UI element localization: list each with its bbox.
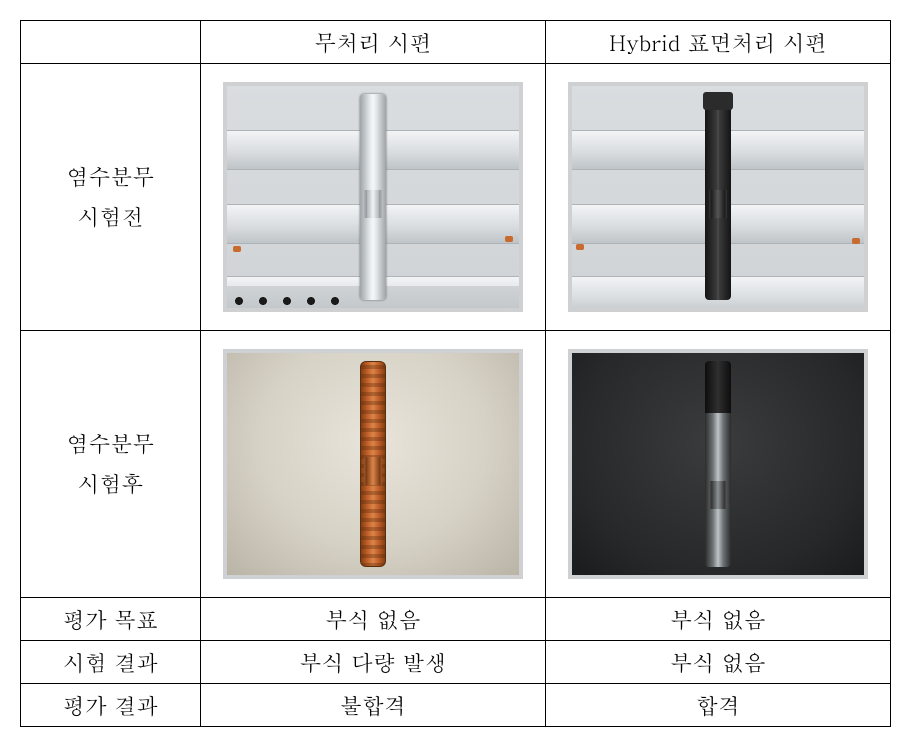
- specimen-photo: [223, 349, 523, 579]
- rowlabel-after: 염수분무 시험후: [21, 331, 201, 598]
- cell-goal-untreated: 부식 없음: [201, 598, 546, 641]
- specimen-photo: [223, 82, 523, 312]
- cell-eval-untreated: 불합격: [201, 684, 546, 727]
- specimen-photo: [568, 349, 868, 579]
- photo-after-hybrid: [546, 331, 891, 598]
- specimen-icon: [705, 361, 731, 567]
- header-untreated: 무처리 시편: [201, 21, 546, 64]
- table-header-row: 무처리 시편 Hybrid 표면처리 시편: [21, 21, 891, 64]
- header-hybrid: Hybrid 표면처리 시편: [546, 21, 891, 64]
- row-before-test: 염수분무 시험전: [21, 64, 891, 331]
- header-blank: [21, 21, 201, 64]
- corrosion-test-table: 무처리 시편 Hybrid 표면처리 시편 염수분무 시험전: [20, 20, 891, 727]
- specimen-icon: [705, 94, 731, 300]
- photo-before-hybrid: [546, 64, 891, 331]
- table-row: 평가 목표 부식 없음 부식 없음: [21, 598, 891, 641]
- cell-eval-hybrid: 합격: [546, 684, 891, 727]
- rowlabel-result: 시험 결과: [21, 641, 201, 684]
- specimen-icon: [360, 361, 386, 567]
- rowlabel-goal: 평가 목표: [21, 598, 201, 641]
- table-row: 평가 결과 불합격 합격: [21, 684, 891, 727]
- rowlabel-before: 염수분무 시험전: [21, 64, 201, 331]
- cell-goal-hybrid: 부식 없음: [546, 598, 891, 641]
- cell-result-hybrid: 부식 없음: [546, 641, 891, 684]
- cell-result-untreated: 부식 다량 발생: [201, 641, 546, 684]
- table-row: 시험 결과 부식 다량 발생 부식 없음: [21, 641, 891, 684]
- row-after-test: 염수분무 시험후: [21, 331, 891, 598]
- specimen-icon: [360, 94, 386, 300]
- rowlabel-eval: 평가 결과: [21, 684, 201, 727]
- photo-after-untreated: [201, 331, 546, 598]
- photo-before-untreated: [201, 64, 546, 331]
- specimen-photo: [568, 82, 868, 312]
